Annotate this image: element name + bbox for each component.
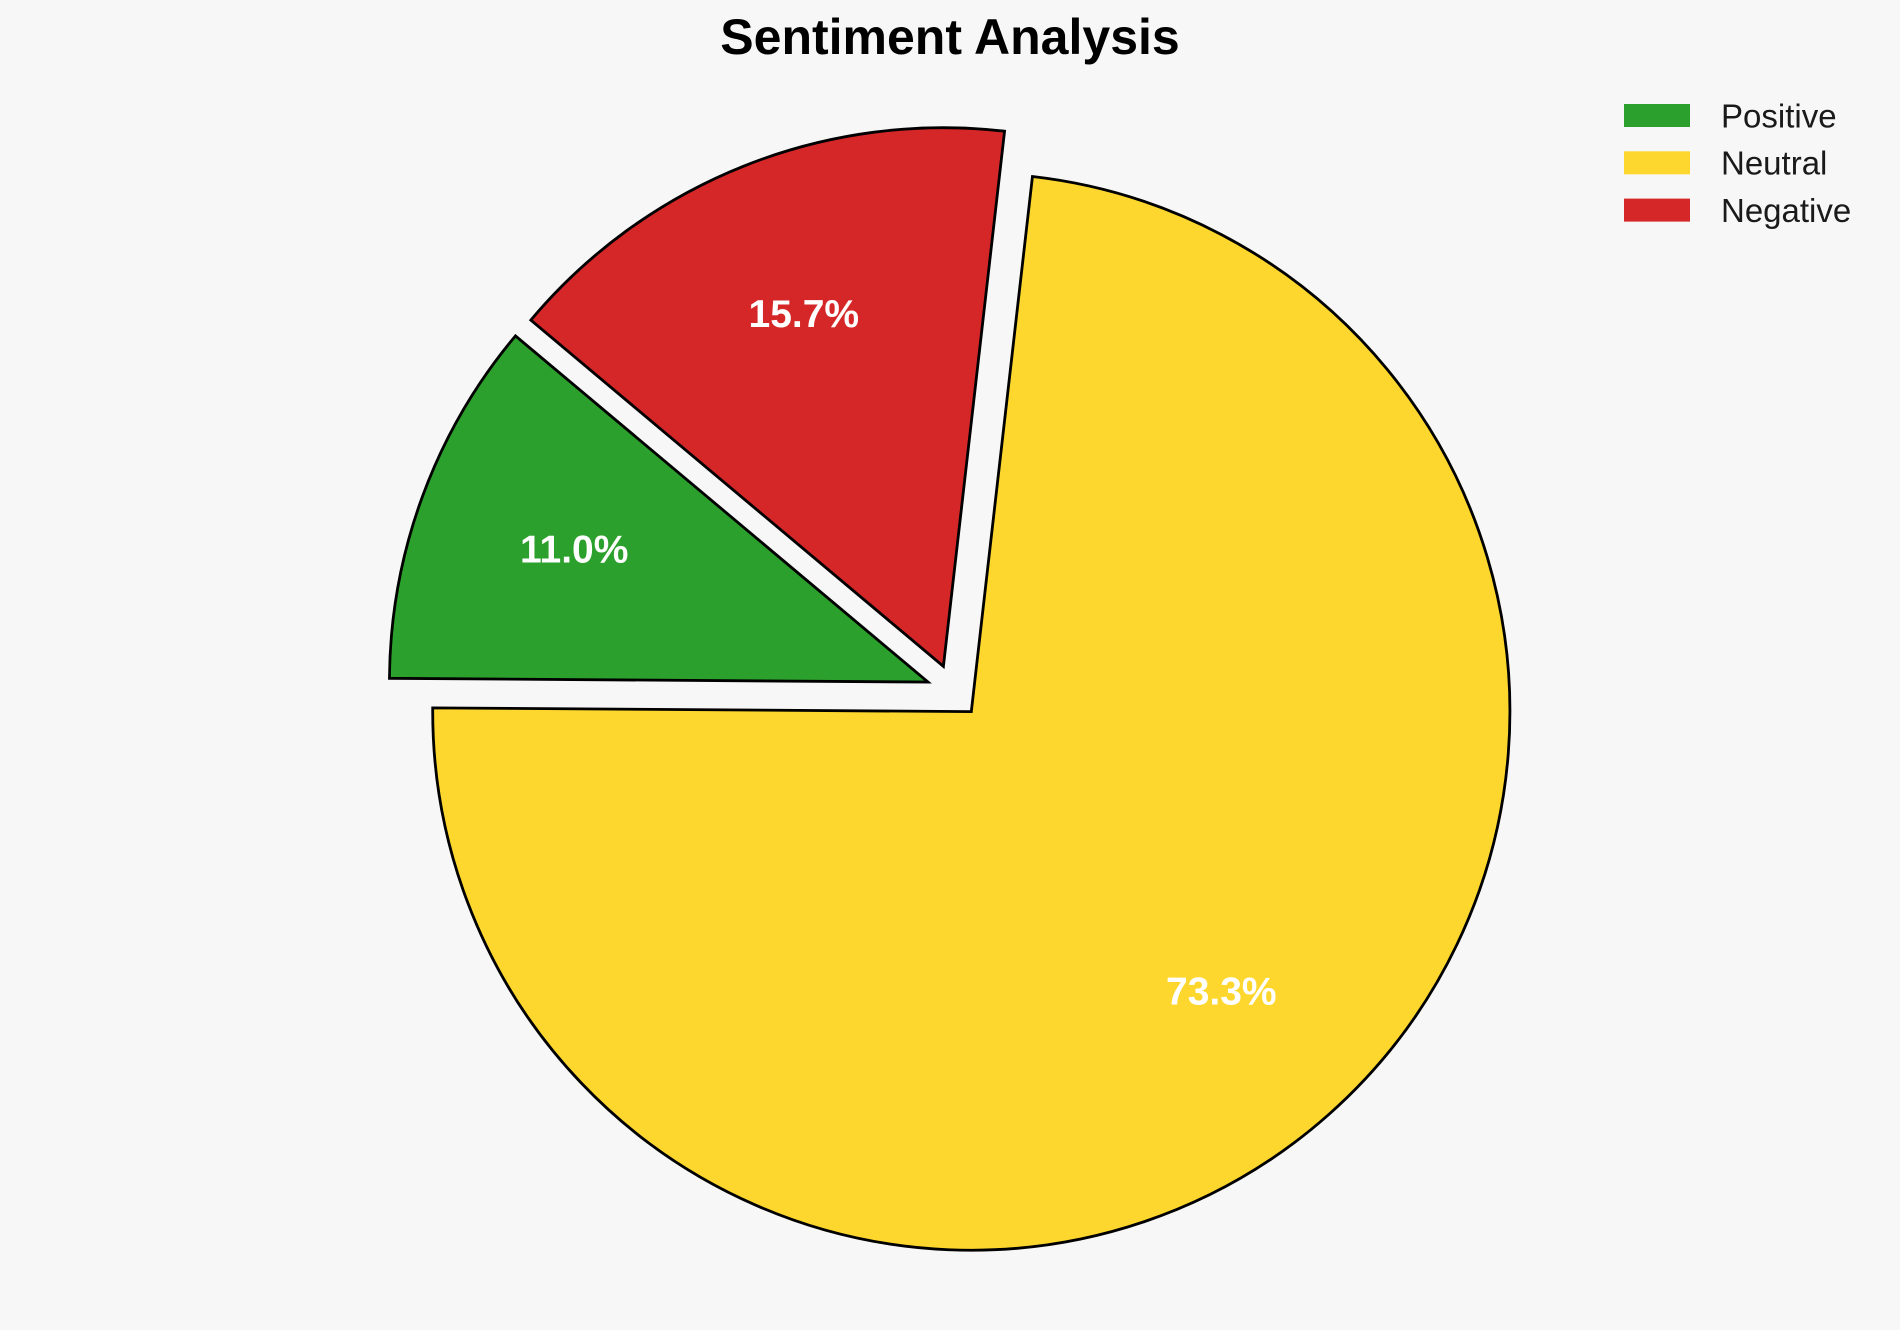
svg-text:Sentiment Analysis: Sentiment Analysis <box>720 9 1179 65</box>
svg-text:Positive: Positive <box>1721 97 1837 134</box>
svg-text:Negative: Negative <box>1721 192 1851 229</box>
svg-text:11.0%: 11.0% <box>520 529 628 572</box>
svg-text:15.7%: 15.7% <box>749 293 860 336</box>
svg-text:Neutral: Neutral <box>1721 145 1827 182</box>
svg-text:73.3%: 73.3% <box>1166 971 1277 1014</box>
